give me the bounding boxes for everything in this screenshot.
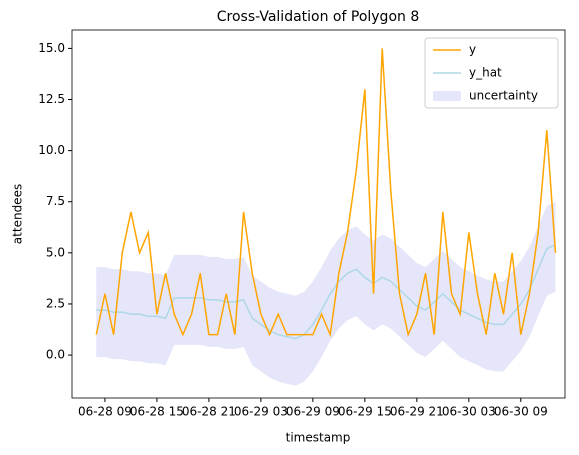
y-tick-label: 2.5	[46, 296, 65, 310]
y-axis-label: attendees	[11, 184, 25, 244]
x-tick-label: 06-28 09	[78, 405, 132, 419]
y-tick-label: 7.5	[46, 194, 65, 208]
axes-frame	[71, 29, 566, 399]
uncertainty-band	[96, 201, 556, 386]
legend-label: y_hat	[469, 66, 502, 80]
y-tick-label: 0.0	[46, 348, 65, 362]
chart-title: Cross-Validation of Polygon 8	[217, 9, 420, 25]
x-tick-label: 06-29 09	[286, 405, 340, 419]
legend-swatch	[433, 91, 461, 101]
x-tick-label: 06-29 03	[234, 405, 288, 419]
x-tick-label: 06-28 21	[182, 405, 236, 419]
x-tick-label: 06-29 15	[338, 405, 392, 419]
x-tick-label: 06-29 21	[390, 405, 444, 419]
y-tick-label: 10.0	[38, 143, 65, 157]
y-tick-label: 12.5	[38, 92, 65, 106]
series-line	[96, 243, 556, 340]
x-tick-label: 06-30 03	[442, 405, 496, 419]
y-tick-label: 5.0	[46, 245, 65, 259]
legend-box	[424, 37, 559, 109]
x-tick-label: 06-30 09	[494, 405, 548, 419]
legend-label: uncertainty	[469, 89, 538, 103]
series-line	[95, 48, 557, 338]
legend-label: y	[469, 43, 476, 57]
x-axis-label: timestamp	[286, 431, 351, 445]
y-tick-label: 15.0	[38, 41, 65, 55]
x-tick-label: 06-28 15	[130, 405, 184, 419]
